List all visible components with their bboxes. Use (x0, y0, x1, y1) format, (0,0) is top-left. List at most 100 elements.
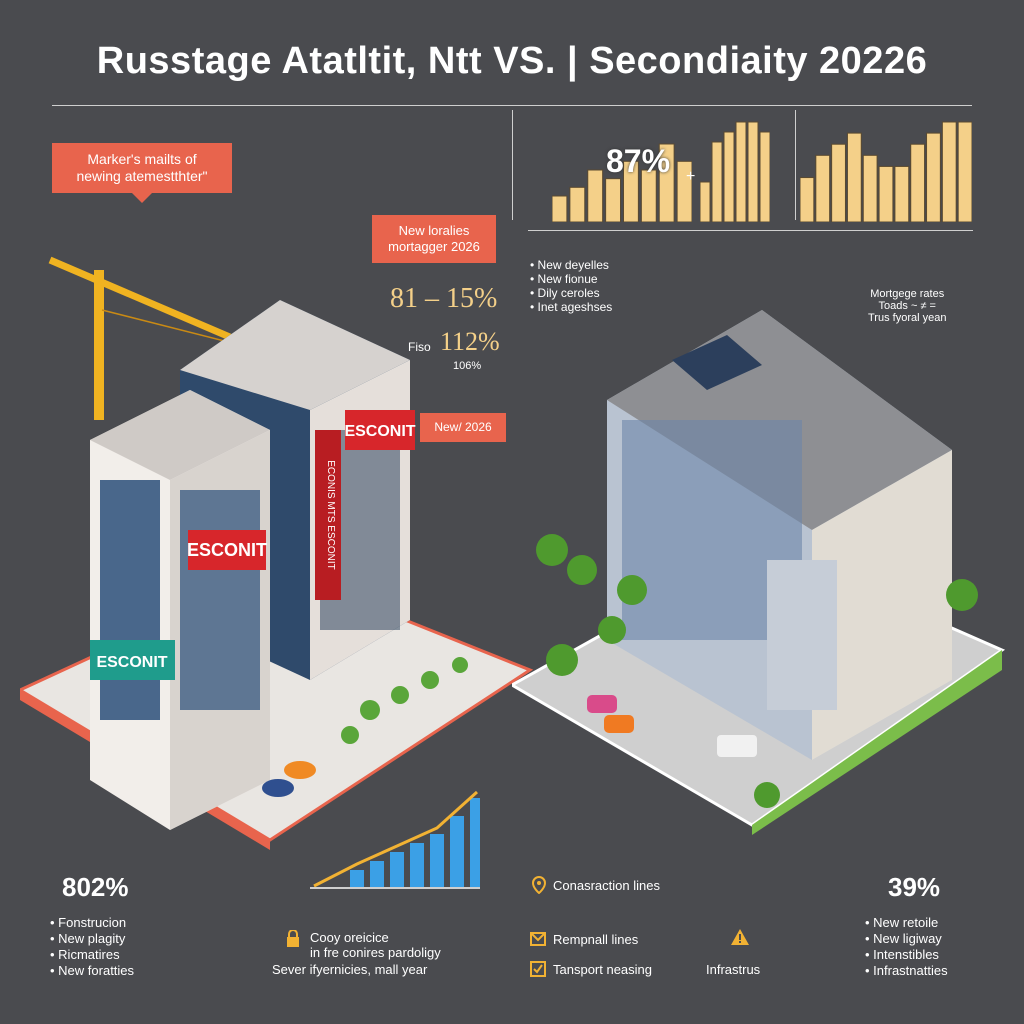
chart-bar (862, 154, 878, 222)
mortgage-note-line3: Trus fyoral yean (868, 312, 947, 324)
grass-edge (752, 650, 1002, 835)
column-divider-left (512, 110, 513, 220)
legend-label-2: Rempnall lines (553, 932, 639, 947)
chart-bar (711, 141, 723, 222)
car-pink-icon (587, 695, 617, 713)
chart-bar (430, 834, 444, 888)
chart-bar (941, 121, 957, 222)
sign-board-2 (345, 410, 415, 450)
callout-tail (132, 193, 152, 203)
map-pin-icon (531, 875, 547, 899)
right-bottom-list: New retoile New ligiway Intenstibles Inf… (865, 915, 948, 979)
chart-bar (640, 169, 657, 222)
chart-bar (700, 181, 711, 222)
list-item: Inet ageshses (530, 300, 613, 314)
chart-plus: + (686, 168, 696, 185)
balcony-block (767, 560, 837, 710)
chart-bar (470, 798, 480, 888)
secondary-building-illustration (512, 310, 1006, 835)
car-orange-icon-right (604, 715, 634, 733)
chart-bar (723, 131, 735, 222)
teal-shop-sign (90, 640, 175, 680)
free-rate-stat: 112% (440, 327, 500, 356)
chart-bar (605, 178, 621, 222)
title-divider (52, 105, 972, 106)
list-item: Infrastnatties (865, 963, 947, 979)
mortgage-callout: New loralies mortagger 2026 (372, 215, 496, 263)
bar-chart-c (800, 121, 972, 222)
chart-bar (878, 165, 894, 222)
center-note-line3: Sever ifyernicies, mall year (272, 962, 428, 977)
chart-bar (846, 132, 862, 222)
warning-icon (730, 928, 750, 951)
chart-bar (957, 121, 972, 222)
chart-bar (623, 160, 639, 222)
list-item: New deyelles (530, 258, 612, 272)
new-2026-banner: New/ 2026 (420, 413, 506, 442)
trees-icon-right (536, 534, 978, 808)
sign-text-2: ESCONIT (344, 423, 415, 440)
trees-icon (341, 657, 468, 744)
sign-board-1 (188, 530, 266, 570)
lock-icon (285, 929, 301, 953)
chart-bar (735, 121, 747, 222)
chart-bar (815, 154, 831, 222)
mortgage-callout-line2: mortagger 2026 (388, 239, 480, 254)
chart-bar (831, 143, 846, 222)
solar-panels-icon (672, 335, 762, 390)
chart-bar (894, 165, 910, 222)
vertical-sign-board (315, 430, 341, 600)
list-item: New ligiway (865, 931, 948, 947)
chart-bar (410, 843, 424, 888)
chart-bar (450, 816, 464, 888)
free-rate-sub: 106% (453, 360, 482, 372)
chart-bar (370, 861, 384, 888)
check-box-icon (530, 961, 546, 982)
left-bottom-list: Fonstrucion New plagity Ricmatires New f… (50, 915, 134, 979)
list-item: New foratties (50, 963, 134, 979)
legend-label-1: Conasraction lines (553, 878, 660, 893)
page-title: Russtage Atatltit, Ntt VS. | Secondiaity… (96, 40, 928, 82)
right-bottom-stat: 39% (888, 872, 941, 902)
chart-bar (759, 131, 770, 222)
front-tower-windows (100, 480, 260, 720)
market-callout-line1: Marker's mailts of (87, 151, 197, 167)
chart-baseline-rule (528, 230, 973, 231)
growth-bar-chart (310, 790, 480, 889)
chart-bar (552, 195, 568, 222)
van-icon (717, 735, 757, 757)
chart-bar (910, 143, 926, 222)
mortgage-note: Mortgege rates Toads ~ ≠ = Trus fyoral y… (868, 288, 946, 324)
bar-chart-a (552, 143, 692, 222)
mortgage-callout-line1: New loralies (398, 223, 470, 238)
list-item: Dily ceroles (530, 286, 612, 300)
chart-bar (350, 870, 364, 888)
new-building-illustration: ESCONIT ESCONIT ESCONIT ECONIS MTS ESCON… (20, 256, 534, 850)
market-callout: Marker's mailts of newing atemestthter" (52, 143, 232, 203)
bar-chart-b (700, 121, 770, 222)
trend-line (313, 790, 479, 888)
vertical-sign-text: ECONIS MTS ESCONIT (325, 460, 336, 569)
center-note-line2: in fre conires pardoligy (310, 945, 441, 960)
envelope-icon (530, 932, 546, 951)
car-orange-icon (284, 761, 316, 779)
free-label: Fiso (408, 340, 431, 354)
column-divider-right (795, 110, 796, 220)
list-item: Fonstrucion (50, 915, 134, 931)
right-top-list: New deyelles New fionue Dily ceroles Ine… (530, 258, 613, 314)
sign-text-1: ESCONIT (187, 540, 267, 560)
car-blue-icon (262, 779, 294, 797)
chart-bar (926, 132, 941, 222)
center-note-line1: Cooy oreicice (310, 930, 389, 945)
chart-bar (658, 143, 675, 222)
chart-bar (587, 169, 604, 222)
list-item: New retoile (865, 915, 948, 931)
list-item: Intenstibles (865, 947, 948, 963)
chart-stat: 87% (606, 143, 671, 179)
warning-label: Infrastrus (706, 962, 761, 977)
legend-label-3: Tansport neasing (553, 962, 653, 977)
chart-bar (390, 852, 404, 888)
market-callout-line2: newing atemestthter" (76, 168, 208, 184)
chart-bar (747, 121, 759, 222)
left-bottom-stat: 802% (62, 872, 129, 902)
